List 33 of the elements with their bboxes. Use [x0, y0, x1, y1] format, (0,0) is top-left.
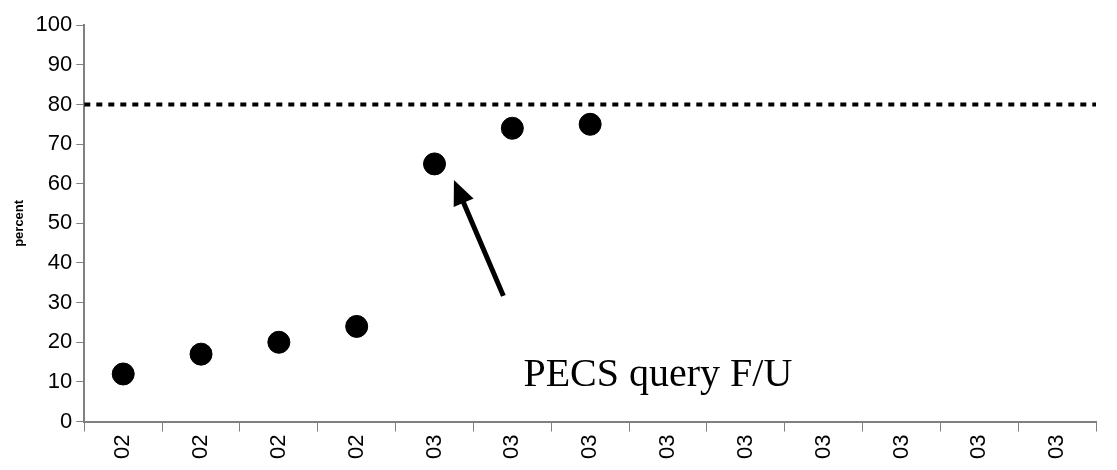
x-tick-label: 03: [809, 434, 835, 460]
y-tick-label: 100: [35, 11, 73, 37]
y-tick-label: 90: [47, 50, 73, 76]
y-tick-label: 30: [47, 288, 73, 314]
y-tick-label: 70: [47, 130, 73, 156]
y-tick-label: 0: [60, 407, 73, 433]
y-tick-label: 80: [47, 90, 73, 116]
x-tick-label: 03: [420, 434, 446, 460]
point: [500, 116, 524, 140]
annotation: PECS query F/U: [523, 349, 793, 395]
point: [345, 314, 369, 338]
x-tick-label: 02: [187, 434, 213, 460]
x-tick-label: 03: [887, 434, 913, 460]
point: [267, 330, 291, 354]
x-tick-label: 02: [264, 434, 290, 460]
y-tick-label: 20: [47, 328, 73, 354]
x-tick-label: 03: [498, 434, 524, 460]
point: [423, 152, 447, 176]
x-tick-label: 03: [731, 434, 757, 460]
y-tick-label: 60: [47, 169, 73, 195]
x-tick-label: 03: [576, 434, 602, 460]
y-tick-label: 50: [47, 209, 73, 235]
point: [111, 362, 135, 386]
x-tick-label: 03: [654, 434, 680, 460]
point: [189, 342, 213, 366]
y-tick-label: 10: [47, 367, 73, 393]
x-tick-label: 02: [109, 434, 135, 460]
x-tick-label: 03: [1043, 434, 1069, 460]
y-tick-label: 40: [47, 249, 73, 275]
point: [578, 112, 602, 136]
y-axis-title: percent: [11, 199, 27, 247]
x-tick-label: 03: [965, 434, 991, 460]
x-tick-label: 02: [342, 434, 368, 460]
